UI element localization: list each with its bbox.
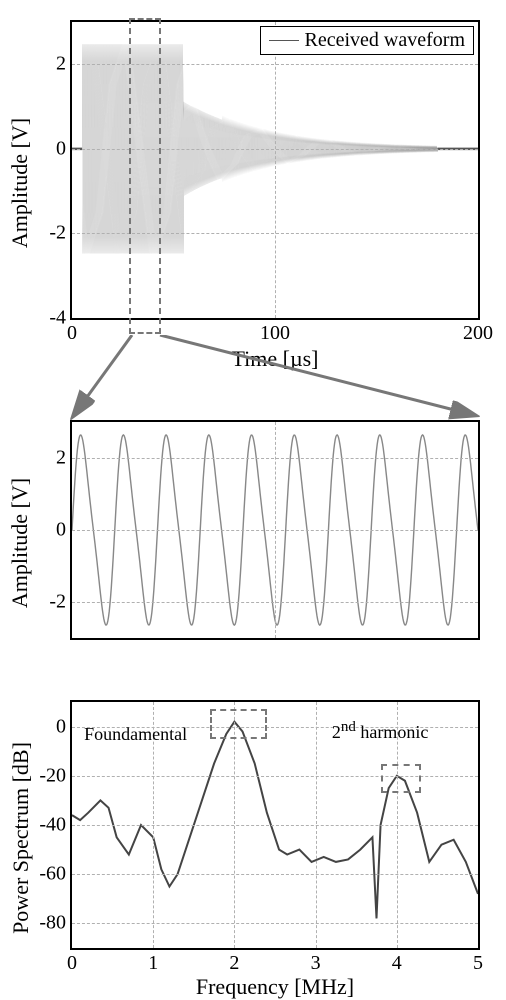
annot-harmonic-num: 2	[332, 722, 341, 742]
ytick: -80	[39, 912, 72, 935]
ytick: 0	[56, 519, 72, 542]
zoom-callout-box	[129, 18, 161, 334]
plot-area-top: Received waveform 2 0 -2 -4 0 100 200	[70, 20, 480, 320]
ylabel-top: Amplitude [V]	[7, 118, 33, 248]
xtick: 5	[473, 948, 483, 975]
xtick: 1	[148, 948, 158, 975]
plot-area-bottom: Foundamental 2nd harmonic 0 -20 -40 -60 …	[70, 700, 480, 950]
harmonic-box	[381, 764, 422, 794]
xtick: 4	[392, 948, 402, 975]
zoom-arrow-left	[70, 335, 480, 420]
annot-harmonic-word: harmonic	[356, 722, 428, 742]
xlabel-bottom: Frequency [MHz]	[70, 974, 480, 1000]
ytick: 0	[56, 137, 72, 160]
waveform-chart: Received waveform 2 0 -2 -4 0 100 200 Am…	[70, 20, 480, 320]
ylabel-bottom: Power Spectrum [dB]	[8, 742, 34, 934]
xtick: 3	[311, 948, 321, 975]
annot-fundamental: Foundamental	[84, 724, 187, 745]
xtick: 2	[229, 948, 239, 975]
ytick: -40	[39, 814, 72, 837]
zoom-chart: 2 0 -2 Amplitude [V]	[70, 420, 480, 640]
ytick: 2	[56, 447, 72, 470]
xtick: 0	[67, 948, 77, 975]
ytick: 0	[56, 715, 72, 738]
ytick: -60	[39, 863, 72, 886]
legend: Received waveform	[260, 26, 474, 55]
ytick: -2	[49, 222, 72, 245]
legend-label: Received waveform	[305, 29, 465, 52]
spectrum-chart: Foundamental 2nd harmonic 0 -20 -40 -60 …	[70, 700, 480, 950]
ytick: -2	[49, 590, 72, 613]
fundamental-box	[210, 709, 267, 739]
annot-harmonic: 2nd harmonic	[332, 719, 428, 743]
ytick: -20	[39, 764, 72, 787]
ylabel-middle: Amplitude [V]	[7, 478, 33, 608]
plot-area-middle: 2 0 -2	[70, 420, 480, 640]
ytick: 2	[56, 53, 72, 76]
annot-harmonic-sup: nd	[341, 719, 356, 735]
legend-swatch	[269, 40, 299, 41]
